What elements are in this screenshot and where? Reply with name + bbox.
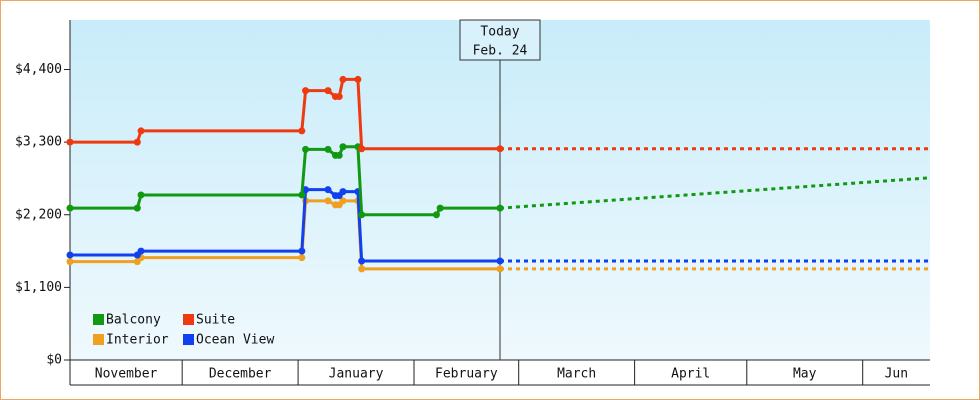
x-tick-label: November xyxy=(95,367,158,382)
legend-swatch xyxy=(183,334,194,345)
point xyxy=(133,138,141,146)
point xyxy=(66,204,74,212)
point xyxy=(66,258,74,266)
x-tick-label: May xyxy=(793,367,817,382)
y-tick-label: $2,200 xyxy=(15,207,62,222)
point xyxy=(298,247,306,255)
point xyxy=(66,138,74,146)
point xyxy=(496,145,504,153)
x-tick-label: April xyxy=(671,367,710,382)
point xyxy=(137,247,145,255)
x-tick-label: Jun xyxy=(885,367,908,382)
point xyxy=(354,75,362,83)
point xyxy=(358,257,366,265)
point xyxy=(133,204,141,212)
point xyxy=(358,145,366,153)
legend-label: Balcony xyxy=(106,313,161,328)
legend-label: Ocean View xyxy=(196,333,274,348)
point xyxy=(335,151,343,159)
point xyxy=(137,191,145,199)
x-tick-label: March xyxy=(557,367,596,382)
point xyxy=(496,257,504,265)
legend-swatch xyxy=(183,314,194,325)
point xyxy=(432,211,440,219)
point xyxy=(137,127,145,135)
y-tick-label: $0 xyxy=(46,353,62,368)
point xyxy=(496,204,504,212)
x-tick-label: February xyxy=(435,367,498,382)
legend-swatch xyxy=(93,314,104,325)
point xyxy=(339,75,347,83)
point xyxy=(339,188,347,196)
point xyxy=(298,127,306,135)
point xyxy=(66,251,74,259)
point xyxy=(496,265,504,273)
point xyxy=(324,145,332,153)
point xyxy=(339,197,347,205)
today-box xyxy=(459,19,541,61)
legend-label: Suite xyxy=(196,313,235,328)
point xyxy=(298,191,306,199)
y-tick-label: $3,300 xyxy=(15,135,62,150)
point xyxy=(302,145,310,153)
point xyxy=(358,211,366,219)
x-tick-label: December xyxy=(209,367,272,382)
x-tick-label: January xyxy=(329,367,384,382)
point xyxy=(302,87,310,95)
point xyxy=(339,143,347,151)
y-tick-label: $1,100 xyxy=(15,280,62,295)
y-tick-label: $4,400 xyxy=(15,62,62,77)
today-label: Feb. 24 xyxy=(473,44,528,59)
point xyxy=(436,204,444,212)
point xyxy=(324,87,332,95)
today-label: Today xyxy=(480,25,519,40)
point xyxy=(324,186,332,194)
point xyxy=(298,254,306,262)
point xyxy=(335,93,343,101)
point xyxy=(324,197,332,205)
legend-swatch xyxy=(93,334,104,345)
point xyxy=(358,265,366,273)
legend-label: Interior xyxy=(106,333,169,348)
